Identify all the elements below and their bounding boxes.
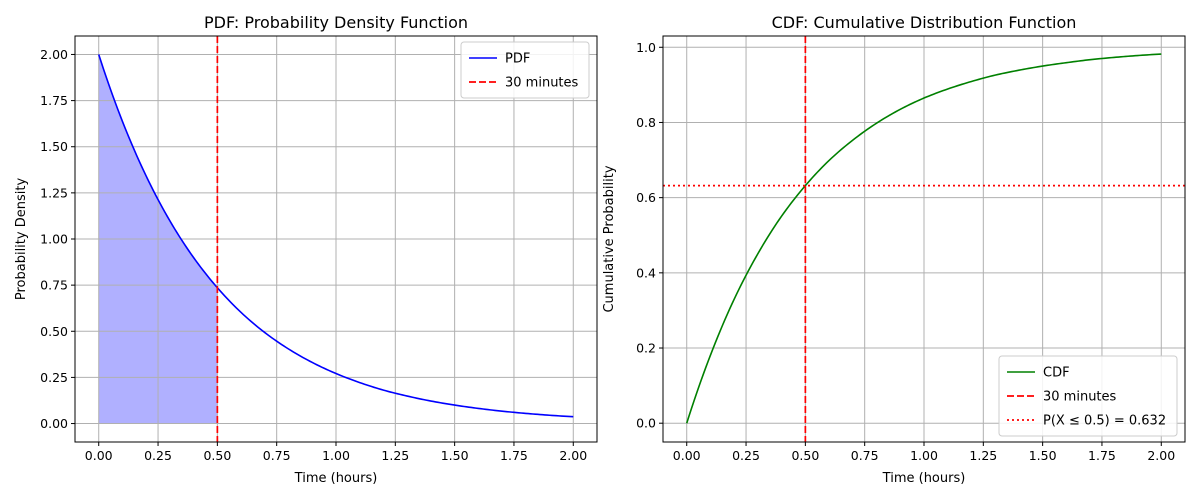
y-axis-label: Probability Density [14,178,29,301]
x-tick-label: 0.00 [85,448,113,463]
legend-entry: 30 minutes [1043,390,1117,405]
x-tick-label: 2.00 [559,448,587,463]
x-tick-label: 1.00 [322,448,350,463]
y-tick-label: 0.6 [636,190,656,205]
y-tick-label: 1.0 [636,40,656,55]
axes-frame [74,35,598,443]
x-tick-label: 1.75 [1088,448,1116,463]
x-tick-label: 0.50 [791,448,819,463]
x-tick-label: 1.25 [969,448,997,463]
legend-entry: 30 minutes [505,76,579,91]
x-axis-label: Time (hours) [294,471,378,486]
x-tick-label: 1.00 [910,448,938,463]
x-tick-label: 0.00 [673,448,701,463]
y-tick-label: 0.0 [636,416,656,431]
x-tick-label: 1.50 [441,448,469,463]
legend: PDF 30 minutes [460,41,590,99]
legend: CDF 30 minutes P(X ≤ 0.5) = 0.632 [998,355,1178,437]
x-tick-label: 1.75 [500,448,528,463]
y-axis-label: Cumulative Probability [602,165,617,312]
x-tick-label: 0.25 [144,448,172,463]
y-tick-label: 0.75 [40,278,68,293]
x-tick-label: 0.25 [732,448,760,463]
chart-pdf: 0.00 0.25 0.50 0.75 1.00 1.25 1.50 1.75 2.00 0.00… [14,13,598,486]
legend-entry: P(X ≤ 0.5) = 0.632 [1043,414,1166,429]
axes-frame [662,35,1186,443]
y-tick-label: 1.25 [40,185,68,200]
y-tick-label: 1.00 [40,232,68,247]
y-tick-label: 0.25 [40,370,68,385]
y-tick-label: 0.8 [636,115,656,130]
x-tick-label: 1.50 [1029,448,1057,463]
chart-title: CDF: Cumulative Distribution Function [772,13,1077,32]
series-line [685,53,1162,424]
legend-entry: CDF [1043,366,1070,381]
x-tick-label: 0.75 [851,448,879,463]
y-tick-label: 0.50 [40,324,68,339]
y-tick-label: 2.00 [40,47,68,62]
series-line [97,54,574,418]
y-tick-label: 0.4 [636,265,656,280]
legend-entry: PDF [505,52,530,67]
y-tick-label: 1.75 [40,93,68,108]
x-tick-label: 0.50 [203,448,231,463]
legend-box [460,41,590,99]
legend-box [998,355,1178,437]
x-axis-label: Time (hours) [882,471,966,486]
x-tick-label: 1.25 [381,448,409,463]
chart-title: PDF: Probability Density Function [204,13,468,32]
y-tick-label: 0.2 [636,341,656,356]
x-tick-label: 2.00 [1147,448,1175,463]
y-tick-label: 0.00 [40,416,68,431]
x-tick-label: 0.75 [263,448,291,463]
chart-cdf: 0.00 0.25 0.50 0.75 1.00 1.25 1.50 1.75 2.00 0.0 0… [602,13,1186,486]
y-tick-label: 1.50 [40,139,68,154]
